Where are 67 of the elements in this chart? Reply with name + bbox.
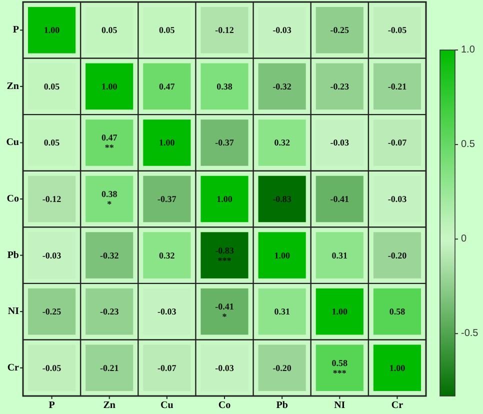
data-label: -0.23	[330, 81, 350, 92]
data-label: -0.41	[330, 194, 350, 204]
data-label: 0.05	[159, 25, 176, 36]
x-tick-label: Co	[218, 400, 231, 411]
x-tick-label: NI	[334, 400, 346, 411]
data-label: -0.03	[388, 194, 408, 204]
data-label: 1.00	[274, 250, 290, 260]
data-label: -0.25	[330, 25, 350, 36]
data-label: -0.03	[42, 250, 62, 260]
data-label: 0.05	[44, 81, 60, 92]
data-label: -0.21	[100, 362, 120, 373]
data-label: 0.47	[159, 81, 176, 92]
color-bar-label: 0	[461, 234, 467, 245]
data-label: -0.03	[272, 25, 292, 36]
x-tick-label: Pb	[276, 400, 288, 411]
y-tick-label: Pb	[7, 250, 20, 261]
data-label: -0.12	[42, 194, 62, 204]
y-tick-label: P	[12, 24, 19, 36]
data-label: -0.03	[158, 306, 177, 317]
data-label: 0.58 ***	[332, 358, 348, 378]
data-label: 1.00	[101, 81, 118, 92]
data-label: 0.38	[216, 81, 233, 92]
x-tick-label: Zn	[103, 400, 116, 411]
data-label: -0.83 ***	[215, 245, 234, 266]
data-label: -0.07	[158, 362, 177, 373]
y-tick-label: NI	[8, 306, 20, 318]
data-label: -0.23	[100, 306, 120, 317]
data-label: 0.38 *	[101, 189, 118, 209]
data-label: 0.58	[389, 306, 406, 317]
x-tick-label: P	[48, 400, 55, 411]
x-tick-label: Cu	[160, 400, 174, 411]
data-label: 1.00	[44, 25, 60, 36]
data-label: -0.37	[158, 194, 177, 204]
data-label: 1.00	[216, 194, 233, 204]
y-tick-label: Cu	[6, 137, 20, 148]
data-label: -0.20	[388, 250, 408, 260]
data-label: -0.25	[42, 306, 62, 317]
data-label: -0.83	[272, 194, 292, 204]
color-bar-label: 0.5	[461, 139, 476, 150]
data-label: -0.05	[388, 25, 408, 36]
y-tick-label: Cr	[7, 362, 20, 374]
data-label: 1.00	[332, 306, 348, 317]
data-label: 0.32	[274, 138, 290, 148]
data-label: 1.00	[389, 362, 406, 373]
data-label: 1.00	[159, 138, 176, 148]
data-label: 0.32	[159, 250, 176, 260]
data-label: -0.12	[215, 25, 234, 36]
data-label: -0.41 *	[215, 302, 234, 322]
color-bar-label: -0.5	[461, 328, 479, 340]
data-label: -0.03	[330, 138, 350, 148]
data-label: -0.32	[272, 81, 292, 92]
data-label: 0.05	[101, 25, 118, 36]
data-label: -0.21	[388, 81, 408, 92]
data-label: -0.03	[215, 362, 234, 373]
data-label: -0.07	[388, 138, 408, 148]
x-tick-label: Cr	[391, 400, 404, 411]
y-tick-label: Co	[6, 194, 19, 204]
data-label: 0.31	[274, 306, 290, 317]
data-label: -0.20	[272, 362, 292, 373]
y-tick-label: Zn	[6, 80, 20, 92]
color-bar-label: 1.0	[461, 44, 476, 56]
data-label: -0.37	[215, 138, 234, 148]
data-label: -0.05	[42, 362, 62, 373]
data-label: 0.31	[332, 250, 348, 260]
data-label: -0.32	[100, 250, 120, 260]
data-label: 0.47 **	[101, 132, 118, 153]
data-label: 0.05	[44, 138, 60, 148]
